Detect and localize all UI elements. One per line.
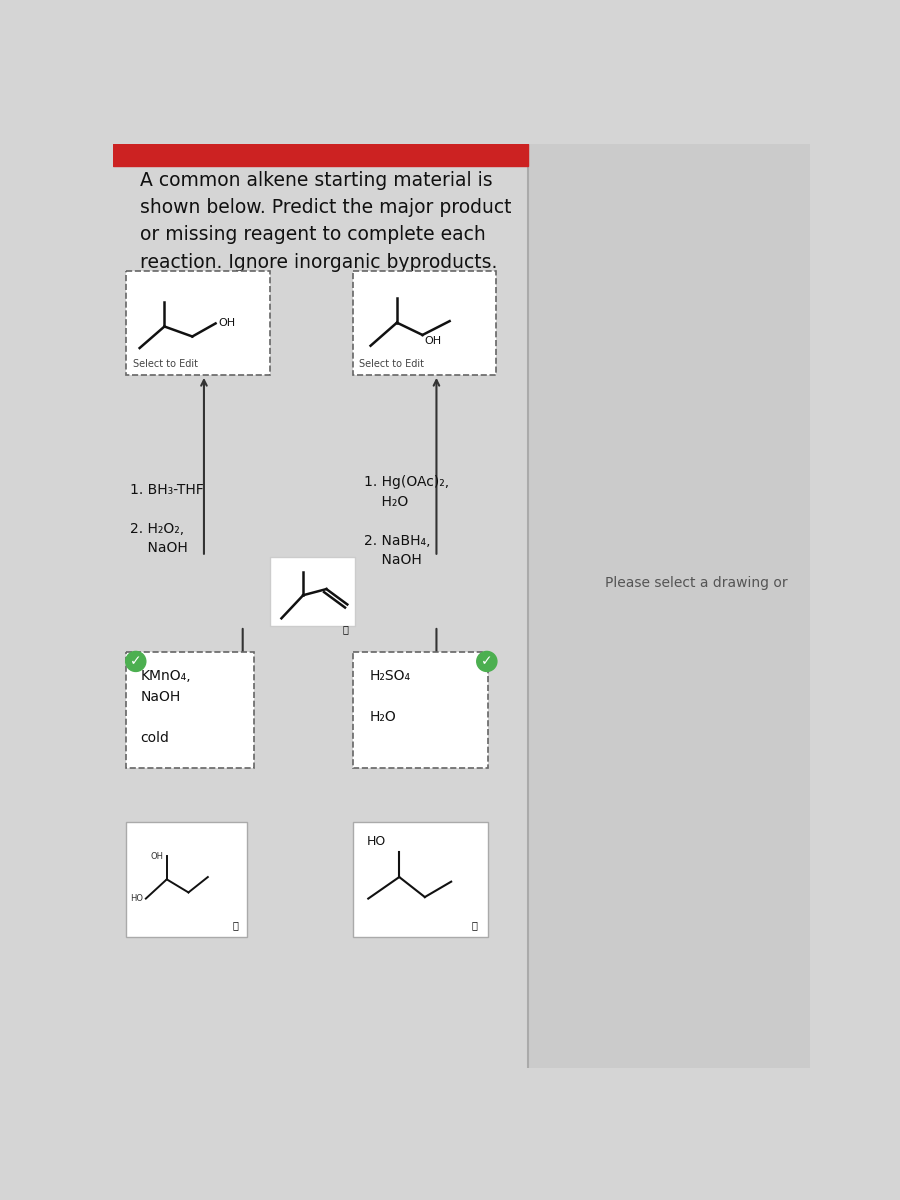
Text: KMnO₄,
NaOH

cold: KMnO₄, NaOH cold bbox=[140, 670, 191, 745]
Text: Select to Edit: Select to Edit bbox=[359, 359, 424, 368]
Text: 🔍: 🔍 bbox=[232, 920, 239, 930]
Text: 1. Hg(OAc)₂,
    H₂O

2. NaBH₄,
    NaOH: 1. Hg(OAc)₂, H₂O 2. NaBH₄, NaOH bbox=[364, 475, 449, 568]
Text: OH: OH bbox=[150, 852, 164, 860]
Bar bbox=[353, 271, 496, 374]
Text: 🔍: 🔍 bbox=[342, 624, 348, 634]
Bar bbox=[112, 144, 527, 166]
Text: HO: HO bbox=[130, 894, 143, 904]
Text: H₂SO₄

H₂O: H₂SO₄ H₂O bbox=[370, 670, 411, 725]
Text: ✓: ✓ bbox=[481, 654, 492, 668]
Text: 1. BH₃-THF

2. H₂O₂,
    NaOH: 1. BH₃-THF 2. H₂O₂, NaOH bbox=[130, 482, 203, 556]
Bar bbox=[126, 271, 270, 374]
Text: OH: OH bbox=[424, 336, 441, 346]
Bar bbox=[126, 822, 247, 937]
Bar bbox=[353, 822, 489, 937]
Text: OH: OH bbox=[219, 318, 236, 329]
Text: A common alkene starting material is
shown below. Predict the major product
or m: A common alkene starting material is sho… bbox=[140, 170, 512, 271]
Circle shape bbox=[477, 652, 497, 672]
Text: Select to Edit: Select to Edit bbox=[132, 359, 198, 368]
Text: HO: HO bbox=[366, 835, 386, 848]
Bar bbox=[353, 653, 489, 768]
Bar bbox=[270, 557, 356, 626]
Circle shape bbox=[126, 652, 146, 672]
Bar bbox=[126, 653, 255, 768]
Text: Please select a drawing or: Please select a drawing or bbox=[605, 576, 788, 590]
Bar bbox=[527, 144, 810, 1068]
Text: 🔍: 🔍 bbox=[472, 920, 477, 930]
Text: ✓: ✓ bbox=[130, 654, 141, 668]
